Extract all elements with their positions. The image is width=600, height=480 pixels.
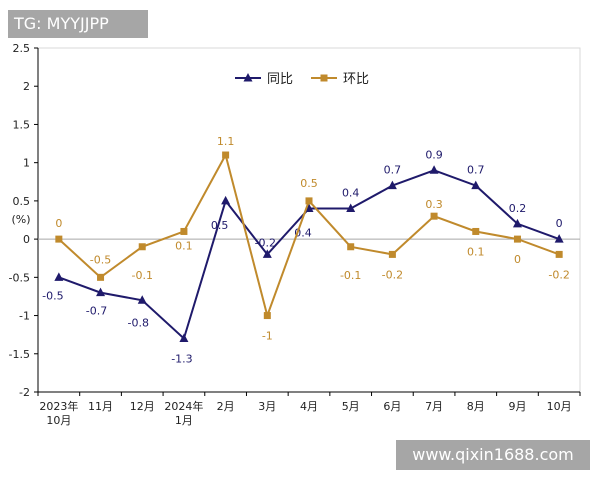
mom-point-marker <box>138 243 146 251</box>
y-axis-label: (%) <box>11 213 30 226</box>
data-label: 0.2 <box>509 202 527 215</box>
yoy-point-marker <box>54 272 64 281</box>
mom-point-marker <box>222 151 230 159</box>
x-tick-label: 11月 <box>88 400 113 413</box>
data-label: -0.2 <box>255 236 276 249</box>
data-label: 0.1 <box>467 245 485 258</box>
y-tick-label: -0.5 <box>9 271 30 284</box>
data-label: -0.2 <box>382 268 403 281</box>
data-label: 0 <box>55 217 62 230</box>
x-tick-label: 3月 <box>258 400 276 413</box>
chart-plot: -0.5-0.7-0.8-1.30.5-0.20.40.40.70.90.70.… <box>42 135 570 365</box>
x-tick-label: 4月 <box>300 400 318 413</box>
legend-label: 环比 <box>343 72 369 87</box>
chart-legend: 同比 环比 <box>235 72 369 87</box>
x-tick-label: 8月 <box>467 400 485 413</box>
yoy-point-marker <box>137 295 147 304</box>
yoy-point-marker <box>512 218 522 228</box>
line-chart: -2 -1.5 -1 -0.5 0 0.5 1 1.5 2 2.5 (%) 2023年 10月 11月 12… <box>9 42 581 427</box>
mom-point-marker <box>263 312 271 320</box>
x-tick-label: 2月 <box>217 400 235 413</box>
mom-point-marker <box>55 235 63 243</box>
mom-point-marker <box>555 250 563 258</box>
data-label: -0.7 <box>86 305 107 318</box>
y-tick-label: 0 <box>23 233 30 246</box>
plot-frame <box>37 47 581 393</box>
data-label: 0.7 <box>384 164 402 177</box>
data-label: 0 <box>556 217 563 230</box>
data-label: -0.8 <box>127 316 148 329</box>
yoy-point-marker <box>262 249 272 258</box>
x-tick-label: 2023年 10月 <box>39 399 78 427</box>
data-label: 0.5 <box>211 219 229 232</box>
legend-triangle-icon <box>243 73 253 82</box>
x-tick-label: 2024年 1月 <box>164 399 203 427</box>
yoy-point-marker <box>554 234 564 243</box>
data-label: -0.1 <box>340 269 361 282</box>
data-label: 0.9 <box>425 148 443 161</box>
chart-axes: -2 -1.5 -1 -0.5 0 0.5 1 1.5 2 2.5 (%) 2023年 10月 11月 12… <box>9 42 581 427</box>
yoy-point-marker <box>387 180 397 190</box>
x-tick-label: 12月 <box>130 400 155 413</box>
x-tick-label: 10月 <box>547 400 572 413</box>
y-tick-label: 2.5 <box>13 42 31 55</box>
mom-point-marker <box>388 250 396 258</box>
y-tick-label: -1.5 <box>9 348 30 361</box>
data-label: 0 <box>514 253 521 266</box>
data-label: 0.5 <box>300 177 318 190</box>
mom-point-marker <box>305 197 313 205</box>
data-label: -0.1 <box>131 269 152 282</box>
mom-point-marker <box>180 227 188 235</box>
data-label: 0.7 <box>467 164 485 177</box>
y-tick-label: 0.5 <box>13 195 31 208</box>
y-tick-label: 1.5 <box>13 118 31 131</box>
mom-point-marker <box>513 235 521 243</box>
data-label: -0.5 <box>42 289 63 302</box>
data-label: -0.2 <box>548 268 569 281</box>
watermark-bottom: www.qixin1688.com <box>396 440 590 470</box>
yoy-point-marker <box>221 195 231 205</box>
data-label: 0.4 <box>342 187 360 200</box>
y-tick-label: -2 <box>19 386 30 399</box>
y-tick-label: 1 <box>23 157 30 170</box>
yoy-point-marker <box>346 203 356 213</box>
mom-point-marker <box>472 227 480 235</box>
yoy-point-marker <box>429 165 439 174</box>
mom-point-marker <box>97 273 105 281</box>
legend-label: 同比 <box>267 72 293 87</box>
data-label: 0.1 <box>175 239 193 252</box>
yoy-point-marker <box>96 287 106 297</box>
data-label: 1.1 <box>217 135 235 148</box>
data-label: -0.5 <box>90 253 111 266</box>
data-label: -1 <box>262 330 273 343</box>
x-tick-label: 7月 <box>425 400 443 413</box>
x-tick-label: 6月 <box>383 400 401 413</box>
legend-square-icon <box>320 74 328 82</box>
y-tick-label: 2 <box>23 80 30 93</box>
mom-point-marker <box>347 243 355 251</box>
yoy-point-marker <box>179 333 189 342</box>
watermark-top: TG: MYYJJPP <box>8 10 148 38</box>
y-tick-label: -1 <box>19 310 30 323</box>
x-tick-label: 9月 <box>508 400 526 413</box>
data-label: 0.3 <box>425 198 443 211</box>
data-label: -1.3 <box>171 352 192 365</box>
x-tick-label: 5月 <box>342 400 360 413</box>
mom-point-marker <box>430 212 438 220</box>
yoy-point-marker <box>471 180 481 190</box>
